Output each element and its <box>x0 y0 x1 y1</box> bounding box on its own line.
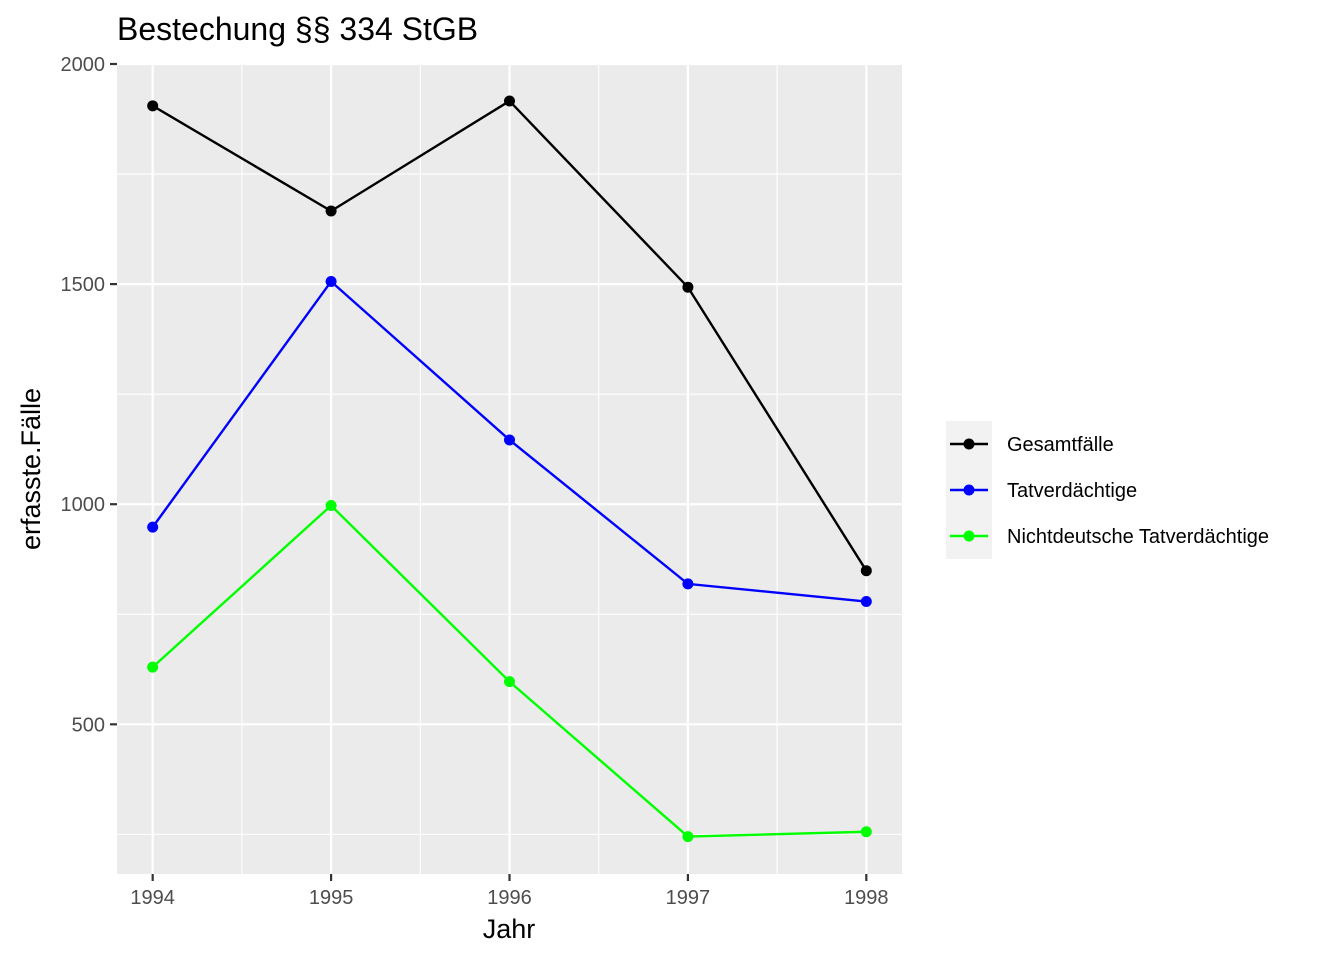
data-point <box>147 100 159 112</box>
legend-key-point <box>963 438 975 450</box>
chart-title: Bestechung §§ 334 StGB <box>117 11 478 47</box>
legend-label: Tatverdächtige <box>1007 480 1137 502</box>
y-axis-title: erfasste.Fälle <box>16 388 46 550</box>
y-tick-label: 2000 <box>61 54 106 76</box>
x-tick-label: 1998 <box>844 887 889 909</box>
x-axis-title: Jahr <box>483 914 536 944</box>
series-layer <box>147 95 872 843</box>
y-tick-label: 1000 <box>61 494 106 516</box>
x-tick-label: 1994 <box>130 887 175 909</box>
legend-label: Nichtdeutsche Tatverdächtige <box>1007 526 1269 548</box>
x-tick-label: 1995 <box>309 887 354 909</box>
data-point <box>504 95 515 107</box>
data-point <box>682 831 694 843</box>
data-point <box>860 596 872 608</box>
data-point <box>325 500 337 512</box>
legend-key-point <box>963 484 975 496</box>
data-point <box>147 661 159 673</box>
legend: Gesamtfälle Tatverdächtige Nichtdeutsche T… <box>946 421 1269 559</box>
data-point <box>504 676 515 688</box>
data-point <box>325 275 337 287</box>
data-point <box>682 578 694 590</box>
x-axis: 1994 1995 1996 1997 1998 <box>130 874 889 909</box>
x-tick-label: 1996 <box>487 887 532 909</box>
major-gridlines <box>117 62 902 874</box>
y-tick-label: 500 <box>72 714 105 736</box>
data-point <box>860 826 872 838</box>
data-point <box>325 205 337 217</box>
data-point <box>682 281 694 293</box>
legend-key-point <box>963 530 975 542</box>
data-point <box>504 434 515 446</box>
data-point <box>147 521 159 533</box>
y-axis: 500 1000 1500 2000 <box>61 54 117 736</box>
legend-label: Gesamtfälle <box>1007 434 1114 456</box>
data-point <box>860 565 872 577</box>
y-tick-label: 1500 <box>61 274 106 296</box>
x-tick-label: 1997 <box>666 887 711 909</box>
